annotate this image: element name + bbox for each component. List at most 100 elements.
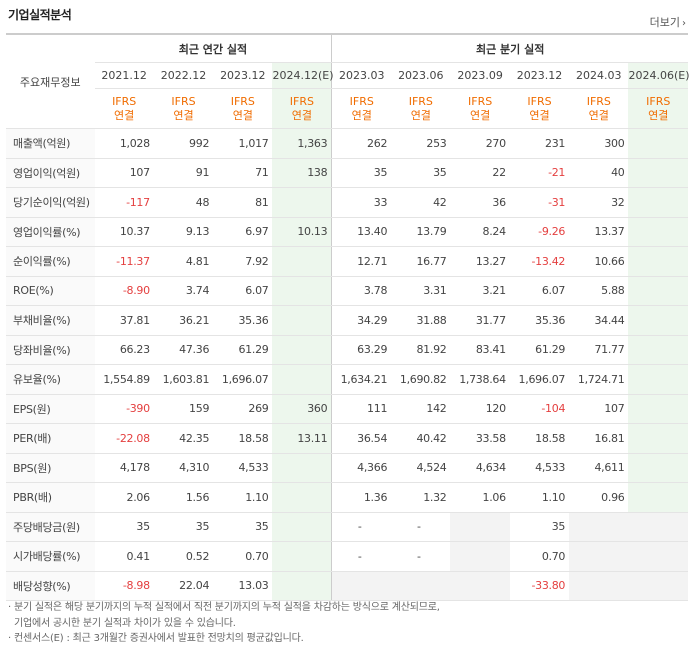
metric-label: 영업이익(억원) (6, 158, 95, 188)
metric-value (331, 571, 392, 601)
metric-value: 91 (153, 158, 214, 188)
metric-value: 138 (272, 158, 332, 188)
metric-value (569, 541, 629, 572)
period-header: 2023.03 (331, 62, 392, 89)
metric-value (450, 511, 510, 542)
more-link[interactable]: 더보기 › (650, 14, 686, 30)
metric-value (272, 246, 332, 277)
metric-value: -8.90 (94, 276, 154, 306)
accounting-basis: IFRS 연결 (628, 88, 688, 129)
metric-value (628, 187, 688, 218)
basis-standard: IFRS (527, 94, 552, 108)
metric-label: 주당배당금(원) (6, 511, 95, 542)
metric-value: 4,533 (213, 453, 273, 483)
period-header: 2024.06(E) (628, 62, 690, 89)
metric-value: 81 (213, 187, 273, 218)
table-row: 주당배당금(원) 35 35 35- -35 (6, 511, 688, 542)
metric-value (628, 335, 688, 365)
metric-value: 4,634 (450, 453, 510, 483)
table-row: 영업이익(억원) 107 91 71 138 35 35 22 -21 40 (6, 158, 688, 188)
metric-value (628, 364, 688, 395)
metric-value: 31.77 (450, 305, 510, 336)
period-header: 2023.06 (391, 62, 451, 89)
metric-value: 35 (331, 158, 392, 188)
metric-value: 4,178 (94, 453, 154, 483)
metric-value: - (391, 511, 451, 542)
metric-value: 2.06 (94, 482, 154, 513)
metric-label: 부채비율(%) (6, 305, 95, 336)
metric-value: 63.29 (331, 335, 392, 365)
metric-value: 300 (569, 128, 629, 159)
metric-value: 71 (213, 158, 273, 188)
metric-value (628, 423, 688, 454)
metric-value (628, 158, 688, 188)
metric-value: 1,696.07 (213, 364, 273, 395)
metric-label: 영업이익률(%) (6, 216, 95, 247)
metric-value: 37.81 (94, 305, 154, 336)
metric-label: EPS(원) (6, 393, 95, 424)
metric-value: 35.36 (213, 305, 273, 336)
metric-value (272, 453, 332, 483)
table-row: ROE(%) -8.90 3.74 6.07 3.78 3.31 3.21 6.07 5.88 (6, 276, 688, 306)
metric-value: 48 (153, 187, 214, 218)
section-title: 기업실적분석 (8, 8, 72, 22)
metric-value (628, 276, 688, 306)
metric-value (272, 571, 332, 601)
metric-value: 360 (272, 393, 332, 424)
metric-value: 4.81 (153, 246, 214, 277)
metric-value: -8.98 (94, 571, 154, 601)
metric-label: 순이익률(%) (6, 246, 95, 277)
metric-value: 10.37 (94, 216, 154, 247)
metric-value: 1.56 (153, 482, 214, 513)
metric-value: 1,028 (94, 128, 154, 159)
metric-value: 61.29 (213, 335, 273, 365)
metric-value: 47.36 (153, 335, 214, 365)
period-header: 2024.03 (569, 62, 629, 89)
metric-value: 107 (569, 393, 629, 424)
metric-value: 6.97 (213, 216, 273, 247)
metric-value (628, 305, 688, 336)
footnote: 기업에서 공시한 분기 실적과 차이가 있을 수 있습니다. (8, 617, 236, 629)
accounting-basis: IFRS 연결 (272, 88, 332, 129)
basis-consolidation: 연결 (114, 108, 135, 122)
metric-value: 231 (509, 128, 570, 159)
metric-value: 1,696.07 (509, 364, 570, 395)
basis-consolidation: 연결 (291, 108, 313, 122)
metric-label: 유보율(%) (6, 364, 95, 395)
metric-value: 0.52 (153, 541, 214, 572)
basis-consolidation: 연결 (173, 108, 194, 122)
metric-value: 6.07 (509, 276, 570, 306)
table-row: PER(배) -22.08 42.35 18.58 13.11 36.54 40.42 33.… (6, 423, 688, 454)
metric-value: 83.41 (450, 335, 510, 365)
metric-value: 1.10 (509, 482, 570, 513)
metric-value: 269 (213, 393, 273, 424)
metric-value: 1,690.82 (391, 364, 451, 395)
accounting-basis: IFRS 연결 (391, 88, 451, 129)
table-row: 영업이익률(%) 10.37 9.13 6.97 10.13 13.40 13.79 8.24… (6, 216, 688, 247)
period-header: 2024.12(E) (272, 62, 334, 89)
metric-value: 4,611 (569, 453, 629, 483)
metric-value: 0.70 (213, 541, 273, 572)
metric-value: 1,724.71 (569, 364, 629, 395)
metric-value: 34.29 (331, 305, 392, 336)
metric-value: 1.10 (213, 482, 273, 513)
metric-value: 22 (450, 158, 510, 188)
accounting-basis: IFRS 연결 (94, 88, 154, 129)
row-header-label: 주요재무정보 (6, 33, 95, 129)
metric-label: 매출액(억원) (6, 128, 95, 159)
metric-value: -21 (509, 158, 570, 188)
metric-value: 35 (94, 511, 154, 542)
metric-value: - (391, 541, 451, 572)
metric-value: 7.92 (213, 246, 273, 277)
metric-value (628, 541, 688, 572)
metric-value: 111 (331, 393, 392, 424)
table-row: 배당성향(%) -8.98 22.04 13.03 -33.80 (6, 571, 688, 601)
metric-value: -117 (94, 187, 154, 218)
annual-group-header: 최근 연간 실적 (94, 33, 332, 63)
metric-value: 9.13 (153, 216, 214, 247)
metric-value: 71.77 (569, 335, 629, 365)
metric-value (628, 393, 688, 424)
metric-value: 0.96 (569, 482, 629, 513)
financial-table: 주요재무정보 최근 연간 실적 최근 분기 실적 2021.12 2022.12 2… (6, 33, 690, 601)
metric-value: 1,634.21 (331, 364, 392, 395)
